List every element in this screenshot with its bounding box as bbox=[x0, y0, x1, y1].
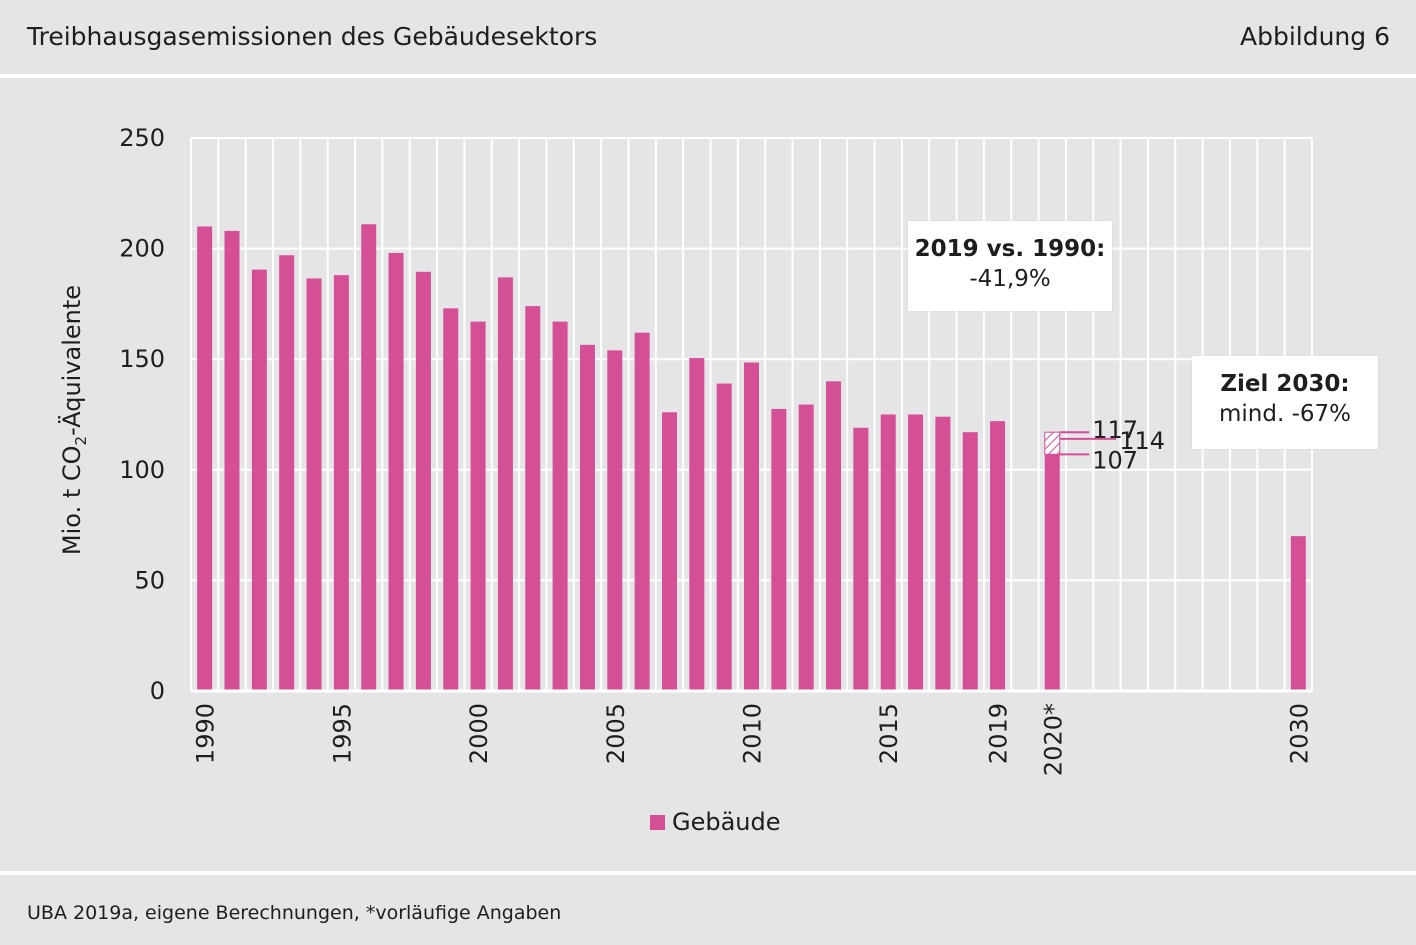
x-tick-label-2000: 2000 bbox=[465, 703, 493, 764]
footer: UBA 2019a, eigene Berechnungen, *vorläuf… bbox=[0, 875, 1416, 945]
y-axis-label-main: Mio. t CO bbox=[58, 445, 86, 555]
callout-2030-value: mind. -67% bbox=[1218, 401, 1351, 427]
footer-divider bbox=[0, 871, 1416, 875]
axes: 0 50 100 150 200 250 1990 1995 2000 2005 2010 2015 2… bbox=[119, 124, 1313, 776]
callout-ziel-2030: Ziel 2030: mind. -67% bbox=[1192, 356, 1378, 449]
header-divider bbox=[0, 74, 1416, 78]
bar-2006 bbox=[634, 332, 650, 691]
bar-1999 bbox=[443, 308, 459, 691]
callout-2019-title: 2019 vs. 1990: bbox=[914, 236, 1106, 262]
source-note: UBA 2019a, eigene Berechnungen, *vorläuf… bbox=[27, 902, 562, 924]
bar-series-gebaeude bbox=[197, 224, 1306, 692]
x-tick-label-2010: 2010 bbox=[739, 703, 767, 764]
bar-2000 bbox=[470, 321, 486, 691]
y-tick-label-0: 0 bbox=[150, 677, 165, 705]
bar-2008 bbox=[689, 358, 705, 691]
x-tick-label-2030: 2030 bbox=[1285, 703, 1313, 764]
x-tick-label-2019: 2019 bbox=[985, 703, 1013, 764]
bar-2020-range bbox=[1044, 431, 1061, 455]
bar-2005 bbox=[607, 350, 623, 691]
callout-2030-title: Ziel 2030: bbox=[1220, 371, 1350, 397]
bar-1993 bbox=[279, 255, 295, 691]
y-tick-label-100: 100 bbox=[119, 456, 165, 484]
y-tick-label-200: 200 bbox=[119, 235, 165, 263]
bar-2011 bbox=[771, 408, 787, 691]
bar-2009 bbox=[716, 383, 732, 691]
bar-1994 bbox=[306, 278, 322, 691]
y-tick-label-250: 250 bbox=[119, 124, 165, 152]
bar-2013 bbox=[826, 381, 842, 691]
y-axis-label-sub: 2 bbox=[72, 436, 90, 446]
x-tick-label-2015: 2015 bbox=[875, 703, 903, 764]
data-label-2020-107: 107 bbox=[1092, 446, 1138, 474]
bar-2001 bbox=[497, 277, 513, 691]
header: Treibhausgasemissionen des Gebäudesektor… bbox=[0, 0, 1416, 74]
bar-2007 bbox=[661, 412, 677, 691]
bar-1990 bbox=[197, 226, 213, 692]
bar-2004 bbox=[579, 344, 595, 691]
bar-2030 bbox=[1290, 536, 1306, 691]
bar-2014 bbox=[853, 427, 869, 691]
bar-1998 bbox=[415, 271, 431, 691]
bar-2012 bbox=[798, 404, 814, 691]
bar-2017 bbox=[935, 416, 951, 691]
bar-1991 bbox=[224, 230, 240, 692]
legend-swatch bbox=[650, 814, 665, 830]
bar-2020* bbox=[1044, 454, 1060, 691]
x-tick-label-1990: 1990 bbox=[192, 703, 220, 764]
chart-title: Treibhausgasemissionen des Gebäudesektor… bbox=[27, 22, 598, 51]
bar-2003 bbox=[552, 321, 568, 691]
x-tick-label-1995: 1995 bbox=[328, 703, 356, 764]
bar-2002 bbox=[525, 306, 541, 691]
bar-2010 bbox=[744, 362, 759, 691]
bar-2015 bbox=[880, 414, 896, 691]
bar-2016 bbox=[908, 414, 924, 691]
bar-1995 bbox=[333, 275, 349, 691]
y-tick-label-150: 150 bbox=[119, 345, 165, 373]
callout-2019-value: -41,9% bbox=[969, 266, 1051, 292]
y-axis-label-rest: -Äquivalente bbox=[57, 285, 86, 436]
bar-1997 bbox=[388, 253, 404, 692]
legend: Gebäude bbox=[650, 808, 781, 836]
bar-2018 bbox=[962, 432, 978, 691]
bar-1992 bbox=[251, 269, 267, 691]
data-label-2020-114: 114 bbox=[1119, 427, 1165, 455]
legend-label: Gebäude bbox=[672, 808, 781, 836]
bar-2019 bbox=[990, 421, 1006, 691]
y-tick-label-50: 50 bbox=[134, 566, 165, 594]
callout-2019-vs-1990: 2019 vs. 1990: -41,9% bbox=[908, 221, 1112, 311]
figure-label: Abbildung 6 bbox=[1239, 22, 1390, 51]
bar-1996 bbox=[361, 224, 377, 691]
x-tick-label-2020*: 2020* bbox=[1039, 703, 1067, 776]
x-tick-label-2005: 2005 bbox=[602, 703, 630, 764]
y-axis-label: Mio. t CO2-Äquivalente bbox=[57, 285, 90, 555]
